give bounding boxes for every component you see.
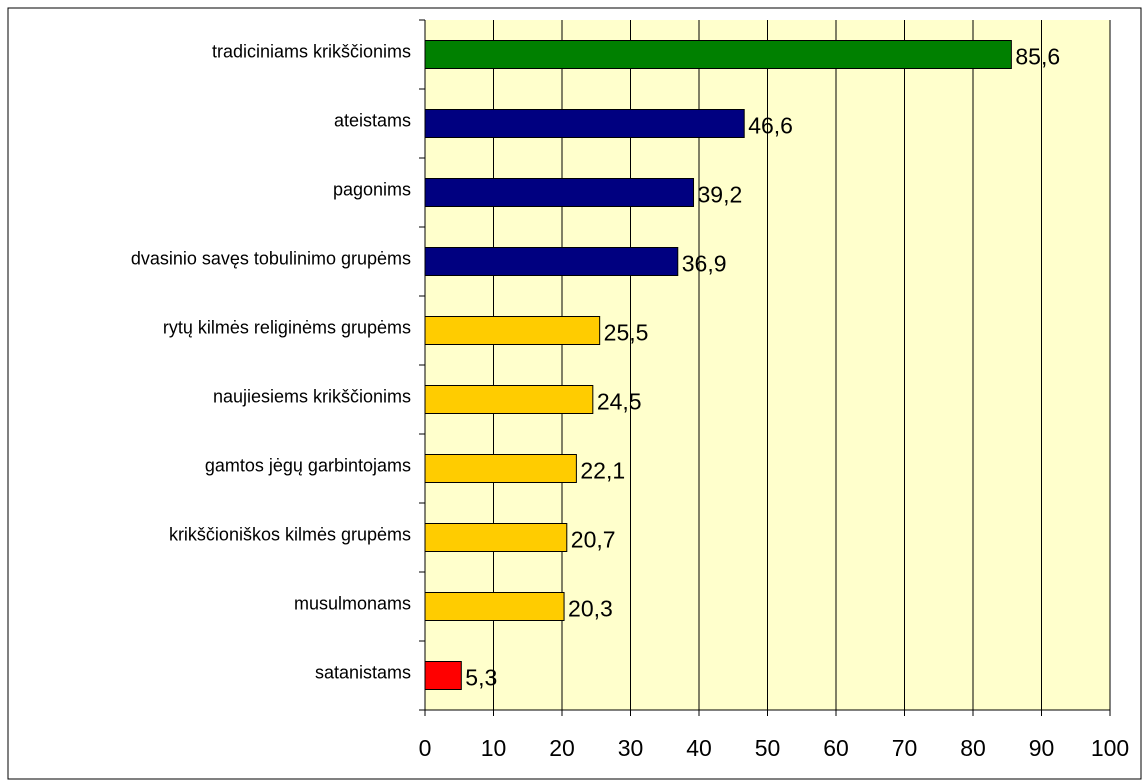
y-tick-label: ateistams [334,110,411,130]
value-label: 85,6 [1015,44,1060,70]
y-tick-label: tradiciniams krikščionims [212,41,411,61]
value-label: 36,9 [682,251,727,277]
value-label: 20,7 [571,527,616,553]
y-tick-label: musulmonams [294,593,411,613]
value-label: 20,3 [568,596,613,622]
x-tick-label: 80 [960,735,986,761]
value-label: 24,5 [597,389,642,415]
value-label: 46,6 [748,113,793,139]
bar [424,40,1012,69]
y-tick-label: rytų kilmės religinėms grupėms [163,317,411,337]
bar [424,109,745,138]
x-tick-label: 50 [755,735,781,761]
value-label: 25,5 [604,320,649,346]
value-label: 5,3 [465,665,497,691]
bar [424,592,565,621]
x-tick-label: 40 [686,735,712,761]
x-tick-label: 0 [419,735,432,761]
value-label: 39,2 [698,182,743,208]
y-tick-label: satanistams [315,662,411,682]
y-tick-label: pagonims [333,179,411,199]
y-tick-label: naujiesiems krikščionims [213,386,411,406]
value-label: 22,1 [580,458,625,484]
x-tick-label: 70 [892,735,918,761]
bar [424,523,568,552]
x-tick-label: 30 [618,735,644,761]
y-tick-label: gamtos jėgų garbintojams [205,455,411,475]
y-tick-label: krikščioniškos kilmės grupėms [169,524,411,544]
bar [424,316,601,345]
bar [424,454,577,483]
bar [424,178,695,207]
bar [424,661,462,690]
bar [424,247,679,276]
x-tick-label: 100 [1091,735,1129,761]
x-tick-label: 10 [481,735,507,761]
x-tick-label: 60 [823,735,849,761]
y-tick-label: dvasinio savęs tobulinimo grupėms [131,248,411,268]
bar [424,385,594,414]
x-tick-label: 20 [549,735,575,761]
x-tick-label: 90 [1029,735,1055,761]
